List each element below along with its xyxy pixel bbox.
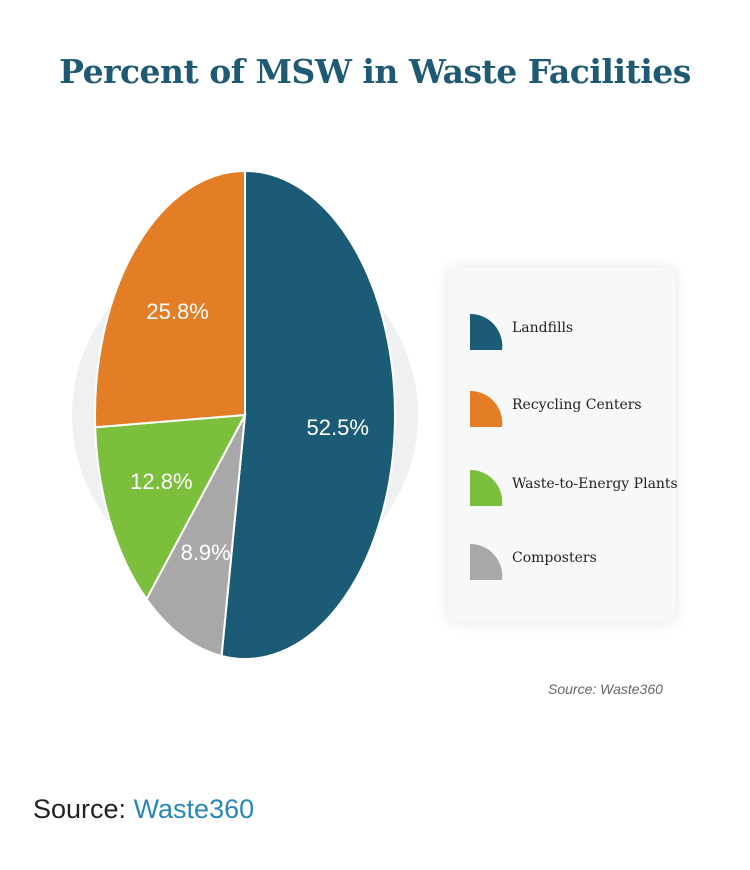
caption-prefix: Source: bbox=[33, 794, 134, 824]
waste-to-energy-swatch-icon bbox=[470, 469, 503, 506]
recycling-centers-swatch-icon bbox=[470, 390, 503, 427]
pie-slice-landfills bbox=[220, 169, 396, 660]
slice-value-label: 12.8% bbox=[130, 469, 192, 494]
chart-title: Percent of MSW in Waste Facilities bbox=[59, 52, 691, 91]
source-link[interactable]: Waste360 bbox=[133, 794, 255, 824]
page-caption: Source: Waste360 bbox=[33, 794, 254, 825]
landfills-swatch-icon bbox=[470, 313, 503, 350]
pie-slice-waste-to-energy-plants bbox=[94, 413, 247, 601]
slice-value-label: 25.8% bbox=[146, 299, 208, 324]
pie-slice-recycling-centers bbox=[94, 169, 246, 429]
composters-swatch-icon bbox=[470, 543, 503, 580]
pie-chart: 52.5% 8.9% 12.8% 25.8% bbox=[72, 169, 418, 660]
pie-slice-composters bbox=[145, 414, 246, 658]
slice-value-label: 52.5% bbox=[307, 415, 369, 440]
slice-value-label: 8.9% bbox=[181, 540, 231, 565]
legend: Landfills Recycling Centers Waste-to-Ene… bbox=[448, 268, 678, 622]
chart-source-note: Source: Waste360 bbox=[548, 681, 663, 697]
